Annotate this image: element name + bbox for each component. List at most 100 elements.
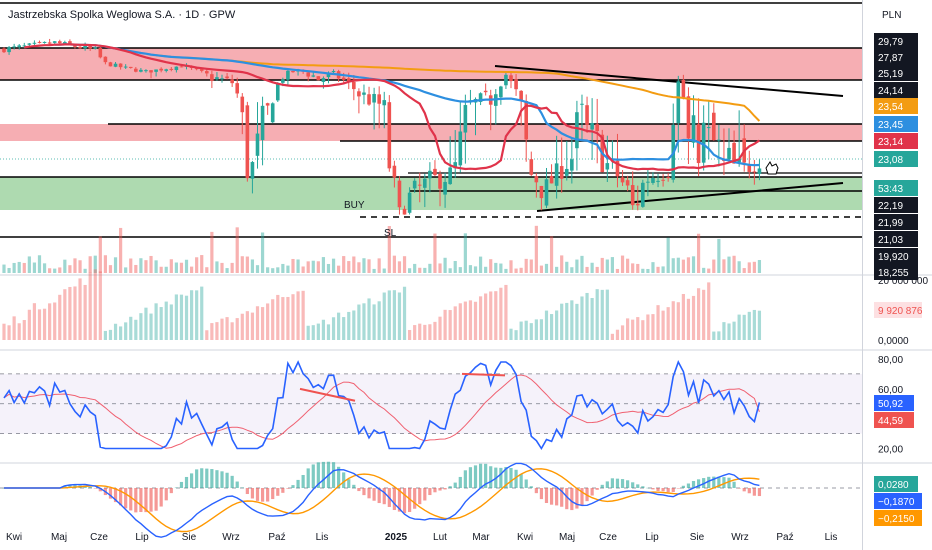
candle-body[interactable] [215, 77, 219, 80]
candle-body[interactable] [179, 66, 184, 68]
candle-body[interactable] [286, 70, 290, 80]
candle-body[interactable] [499, 86, 503, 98]
candle-body[interactable] [651, 177, 655, 183]
candle-body[interactable] [63, 42, 67, 45]
candle-body[interactable] [139, 69, 143, 72]
price-tag[interactable]: 25,19 [874, 65, 918, 81]
candle-body[interactable] [93, 47, 98, 49]
candle-body[interactable] [661, 179, 665, 181]
candle-body[interactable] [149, 70, 153, 73]
candle-body[interactable] [732, 142, 736, 164]
candle-body[interactable] [595, 124, 599, 132]
time-axis[interactable]: Kwi Maj Cze Lip Sie Wrz Paź Lis 2025 Lut Mar Kwi Maj… [6, 532, 837, 543]
candle-body[interactable] [57, 41, 62, 44]
candle-body[interactable] [433, 168, 437, 175]
candle-body[interactable] [174, 66, 179, 71]
candle-body[interactable] [625, 180, 630, 186]
candle-body[interactable] [686, 96, 691, 139]
candle-body[interactable] [559, 166, 564, 179]
ma-orange-line[interactable] [155, 54, 761, 122]
candle-body[interactable] [382, 100, 387, 106]
candle-body[interactable] [463, 105, 468, 133]
candle-body[interactable] [524, 100, 529, 140]
candle-body[interactable] [2, 48, 6, 53]
candle-body[interactable] [52, 41, 57, 43]
candle-body[interactable] [509, 75, 513, 82]
rsi-divergence-line[interactable] [299, 387, 356, 402]
price-tag[interactable]: 23,45 [874, 116, 918, 132]
rsi-divergence-line[interactable] [461, 372, 506, 377]
candle-body[interactable] [250, 162, 255, 179]
candle-body[interactable] [757, 168, 762, 174]
descending-trendline[interactable] [494, 65, 844, 97]
price-scale[interactable]: 29,79 27,87 25,19 24,14 23,54 23,45 23,14 23,08… [862, 0, 929, 550]
macd-histogram-tag[interactable]: 0,0280 [874, 476, 918, 492]
candle-body[interactable] [402, 208, 407, 215]
candle-body[interactable] [357, 91, 361, 97]
candle-body[interactable] [159, 68, 163, 71]
candle-body[interactable] [118, 63, 123, 68]
price-tag[interactable]: 21,03 [874, 231, 918, 247]
candle-body[interactable] [570, 159, 574, 171]
candle-body[interactable] [372, 93, 376, 103]
candle-body[interactable] [78, 46, 82, 49]
candle-body[interactable] [534, 176, 539, 183]
candle-body[interactable] [590, 123, 594, 130]
candle-body[interactable] [240, 96, 245, 113]
price-tag[interactable]: 22,19 [874, 197, 918, 213]
candle-body[interactable] [275, 83, 280, 101]
candle-body[interactable] [230, 79, 234, 84]
candle-body[interactable] [326, 72, 331, 78]
price-tag[interactable]: 27,87 [874, 49, 918, 65]
candle-body[interactable] [630, 185, 635, 206]
candle-body[interactable] [443, 181, 447, 195]
candle-body[interactable] [656, 180, 660, 182]
candle-body[interactable] [676, 81, 681, 124]
candle-body[interactable] [641, 182, 645, 207]
candle-body[interactable] [88, 45, 92, 49]
rsi-line[interactable] [3, 360, 761, 451]
candle-body[interactable] [134, 68, 138, 72]
candle-body[interactable] [752, 171, 757, 173]
candle-body[interactable] [681, 79, 686, 98]
candle-body[interactable] [205, 71, 209, 74]
price-panel[interactable]: BUY SL [0, 2, 932, 464]
price-tag[interactable]: 29,79 [874, 33, 918, 49]
candle-body[interactable] [717, 139, 721, 141]
candle-body[interactable] [575, 112, 579, 149]
candle-body[interactable] [98, 47, 103, 58]
candle-body[interactable] [22, 45, 27, 47]
candle-body[interactable] [316, 76, 321, 81]
candle-body[interactable] [199, 69, 204, 71]
candle-body[interactable] [367, 94, 371, 105]
candle-body[interactable] [646, 181, 650, 183]
candle-body[interactable] [706, 127, 711, 129]
candle-body[interactable] [47, 42, 52, 44]
candle-body[interactable] [281, 79, 285, 83]
candle-body[interactable] [210, 74, 214, 81]
candle-body[interactable] [605, 163, 610, 170]
candle-body[interactable] [423, 178, 427, 188]
ascending-trendline[interactable] [536, 182, 844, 212]
candle-body[interactable] [220, 78, 224, 80]
candle-body[interactable] [255, 133, 260, 156]
candle-body[interactable] [539, 185, 544, 199]
candle-body[interactable] [412, 180, 417, 189]
candle-body[interactable] [504, 74, 508, 86]
candle-body[interactable] [478, 93, 483, 102]
signal-value-tag[interactable]: −0,2150 [874, 510, 922, 526]
candle-body[interactable] [407, 192, 412, 213]
candle-body[interactable] [306, 72, 310, 77]
candle-body[interactable] [712, 112, 716, 141]
candle-body[interactable] [701, 122, 706, 163]
candle-body[interactable] [113, 63, 118, 67]
candle-body[interactable] [544, 179, 549, 206]
candle-body[interactable] [549, 175, 554, 184]
ma-blue-line[interactable] [54, 43, 760, 167]
signal-line[interactable] [4, 468, 760, 533]
sl-label[interactable]: SL [384, 228, 397, 239]
candle-body[interactable] [428, 170, 432, 179]
candle-body[interactable] [83, 45, 87, 49]
candle-body[interactable] [27, 43, 32, 45]
